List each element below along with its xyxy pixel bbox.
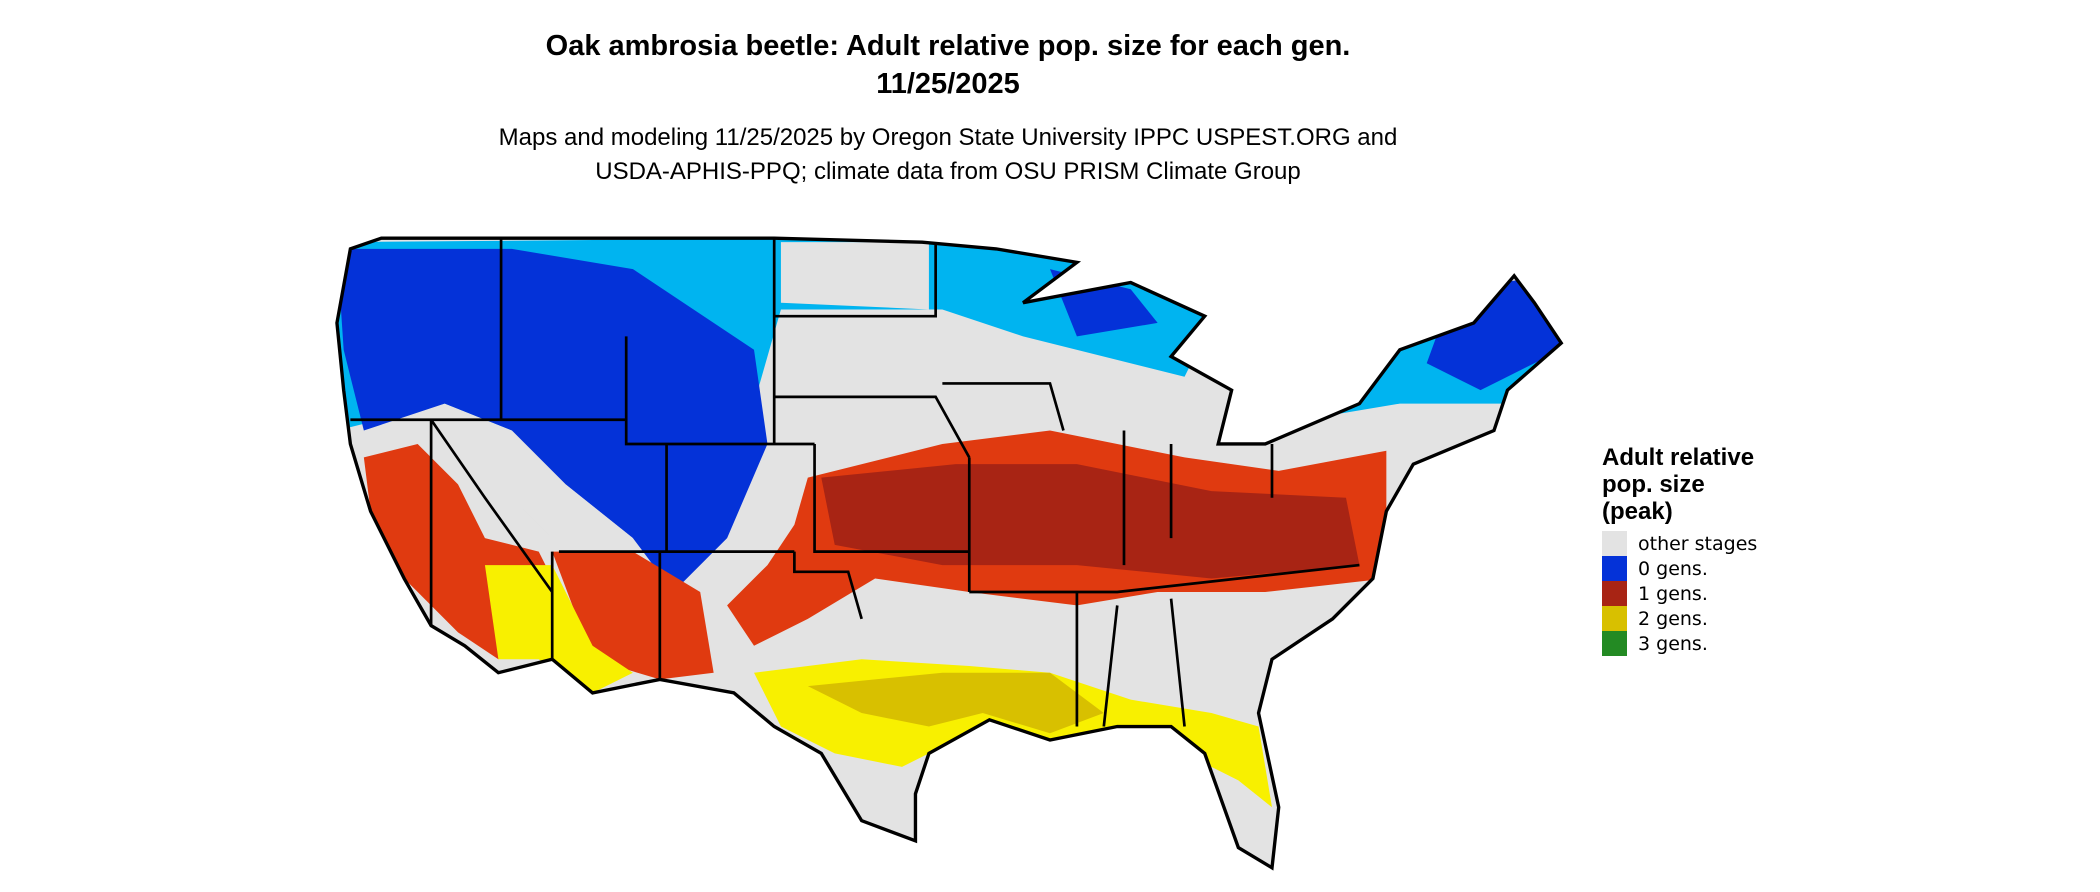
three-gens-keys: [1211, 872, 1278, 888]
legend-item-other-stages: other stages: [1602, 531, 1757, 556]
legend-swatch: [1602, 531, 1627, 556]
legend-title-line: pop. size: [1602, 471, 1705, 498]
two-gens-desert: [484, 565, 633, 693]
legend-item-2-gens: 2 gens.: [1602, 606, 1757, 631]
subtitle-line-2: USDA-APHIS-PPQ; climate data from OSU PR…: [595, 158, 1301, 185]
legend-title-line: Adult relative: [1602, 444, 1755, 471]
legend-label: 3 gens.: [1638, 632, 1708, 655]
legend-item-1-gens: 1 gens.: [1602, 581, 1757, 606]
legend-label: 2 gens.: [1638, 607, 1708, 630]
state-borders: [350, 238, 1360, 727]
one-gen-core: [821, 464, 1360, 579]
legend-item-0-gens: 0 gens.: [1602, 556, 1757, 581]
legend-label: other stages: [1638, 532, 1758, 555]
legend-item-3-gens: 3 gens.: [1602, 631, 1757, 656]
other-stages-nd: [780, 242, 929, 310]
legend-swatch: [1602, 606, 1627, 631]
two-gens-core: [807, 672, 1104, 734]
legend-swatch: [1602, 556, 1627, 581]
legend-title-line: (peak): [1602, 498, 1673, 525]
map-date: 11/25/2025: [876, 68, 1020, 100]
map-title: Oak ambrosia beetle: Adult relative pop.…: [545, 30, 1351, 62]
subtitle-line-1: Maps and modeling 11/25/2025 by Oregon S…: [498, 124, 1398, 151]
legend-label: 0 gens.: [1638, 557, 1708, 580]
legend-swatch: [1602, 581, 1627, 606]
legend-label: 1 gens.: [1638, 582, 1708, 605]
other-stages-great-basin: [444, 403, 633, 552]
legend-swatch: [1602, 631, 1627, 656]
legend-title: Adult relative pop. size (peak): [1602, 444, 1757, 525]
legend: Adult relative pop. size (peak) other st…: [1602, 444, 1757, 656]
